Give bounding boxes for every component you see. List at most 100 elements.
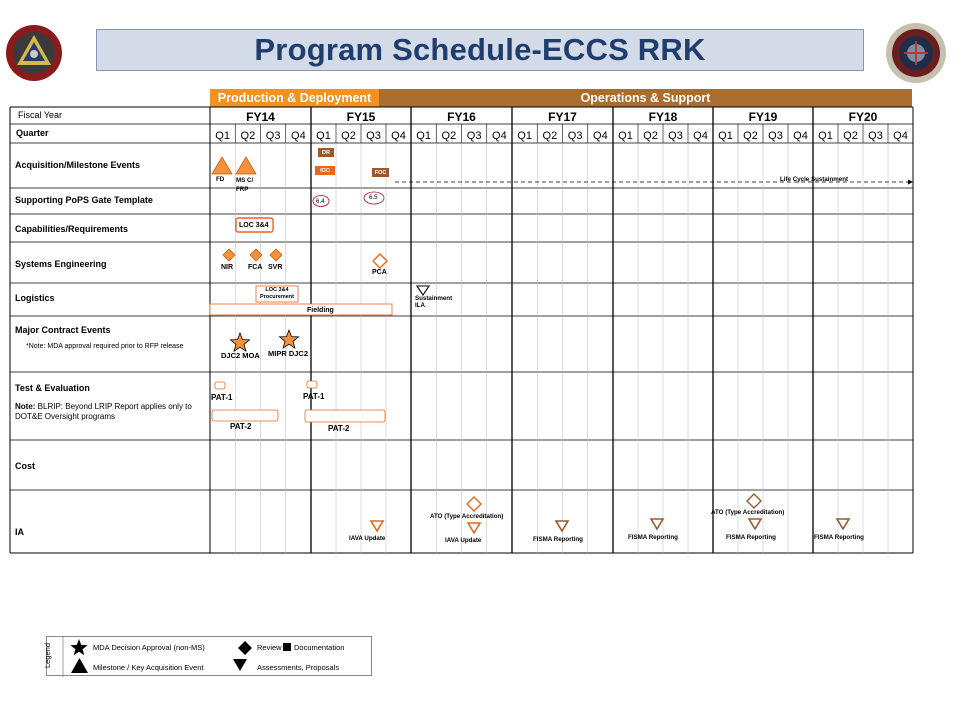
fiscal-year-label: FY15 xyxy=(347,110,376,124)
legend-review-label: Review xyxy=(257,643,282,652)
te-note-prefix: Note: xyxy=(15,402,36,411)
loc-procurement-label: LOC 3&4 Procurement xyxy=(260,287,294,300)
loc-procurement-box xyxy=(255,285,299,303)
ato-diamond-fy19 xyxy=(746,493,762,509)
fiscal-year-label: FY14 xyxy=(246,110,275,124)
life-cycle-sustainment-label: Life Cycle Sustainment xyxy=(780,176,849,183)
svr-label: SVR xyxy=(268,264,283,271)
djc2-moa-label: DJC2 MOA xyxy=(221,351,260,360)
row-label-quarter: Quarter xyxy=(16,128,49,138)
quarter-label: Q1 xyxy=(316,130,331,142)
row-label-fiscal-year: Fiscal Year xyxy=(18,110,63,120)
quarter-label: Q3 xyxy=(868,130,883,142)
legend-milestone-label: Milestone / Key Acquisition Event xyxy=(93,663,204,672)
quarter-label: Q4 xyxy=(893,130,908,142)
row-label-contract: Major Contract Events xyxy=(15,325,111,335)
fiscal-year-label: FY19 xyxy=(749,110,778,124)
fca-review-diamond xyxy=(249,248,263,262)
pat-2-label-b: PAT-2 xyxy=(328,424,350,433)
fd-milestone-triangle xyxy=(211,156,233,175)
quarter-label: Q1 xyxy=(618,130,633,142)
quarter-label: Q2 xyxy=(341,130,356,142)
quarter-label: Q1 xyxy=(517,130,532,142)
quarter-label: Q2 xyxy=(643,130,658,142)
quarter-label: Q2 xyxy=(543,130,558,142)
life-cycle-arrowhead xyxy=(908,179,913,185)
iava-triangle-fy16 xyxy=(466,522,482,535)
legend-assessment-triangle-icon xyxy=(233,659,247,671)
row-label-ia: IA xyxy=(15,527,24,537)
te-note: Note: BLRIP: Beyond LRIP Report applies … xyxy=(15,402,192,421)
gate-6-4-label: 6.4 xyxy=(316,198,325,205)
sustainment-ila-triangle xyxy=(415,285,431,296)
loc-3-4-box xyxy=(235,217,274,233)
pat-1-marker-a xyxy=(214,381,226,390)
quarter-label: Q3 xyxy=(266,130,281,142)
quarter-label: Q2 xyxy=(843,130,858,142)
row-label-test-evaluation: Test & Evaluation xyxy=(15,383,90,393)
fielding-label: Fielding xyxy=(307,307,334,314)
quarter-label: Q4 xyxy=(793,130,808,142)
pat-2-label-a: PAT-2 xyxy=(230,422,252,431)
ato-label-fy16: ATO (Type Accreditation) xyxy=(430,513,504,520)
marine-corps-systems-command-logo xyxy=(6,25,62,81)
quarter-label: Q1 xyxy=(818,130,833,142)
fisma-triangle-fy20 xyxy=(835,518,851,531)
phase-production-label: Production & Deployment xyxy=(217,91,372,105)
quarter-label: Q1 xyxy=(416,130,431,142)
svr-review-diamond xyxy=(269,248,283,262)
quarter-labels: Q1 Q2 Q3 Q4 Q1 Q2 Q3 Q4 Q1 Q2 Q3 Q4 Q1 Q2 Q3 Q4 Q1 Q2 Q3 Q4… xyxy=(215,130,908,142)
quarter-label: Q4 xyxy=(593,130,608,142)
grid-lines xyxy=(9,106,914,554)
legend-symbols xyxy=(62,637,291,677)
row-label-pops: Supporting PoPS Gate Template xyxy=(15,195,153,205)
quarter-label: Q3 xyxy=(668,130,683,142)
gate-6-5-label: 6.5 xyxy=(369,194,378,201)
fielding-bar xyxy=(209,303,393,316)
fiscal-year-label: FY17 xyxy=(548,110,577,124)
fisma-triangle-fy17 xyxy=(554,520,570,533)
pca-review-diamond xyxy=(372,253,388,269)
title-banner: Program Schedule-ECCS RRK xyxy=(96,29,864,71)
gate-6-4-oval xyxy=(312,195,330,207)
ms-c-milestone-triangle xyxy=(235,156,257,175)
djc2-moa-star xyxy=(229,331,251,353)
quarter-label: Q1 xyxy=(718,130,733,142)
nir-review-diamond xyxy=(222,248,236,262)
quarter-label: Q2 xyxy=(241,130,256,142)
fisma-triangle-fy19 xyxy=(747,518,763,531)
fca-label: FCA xyxy=(248,264,263,271)
ato-label-fy19: ATO (Type Accreditation) xyxy=(711,509,785,516)
row-label-cost: Cost xyxy=(15,461,35,471)
program-office-seal-logo xyxy=(886,23,946,83)
phase-production-deployment: Production & Deployment xyxy=(210,89,379,107)
fisma-label-fy19: FISMA Reporting xyxy=(726,534,776,541)
row-label-capabilities: Capabilities/Requirements xyxy=(15,224,129,234)
dr-label: DR xyxy=(322,150,330,156)
pat-1-label-a: PAT-1 xyxy=(211,393,233,402)
ioc-doc-box xyxy=(315,166,335,175)
nir-label: NIR xyxy=(221,264,234,271)
ato-diamond-fy16 xyxy=(466,496,482,512)
fiscal-year-label: FY18 xyxy=(649,110,678,124)
legend-documentation-icon xyxy=(283,643,291,651)
legend-assessments-label: Assessments, Proposals xyxy=(257,663,340,672)
legend-box: Legend MDA Decision Approval (non-MS) Re… xyxy=(43,636,372,677)
foc-doc-box xyxy=(372,168,389,177)
legend-diamond-icon xyxy=(238,641,252,655)
row-label-logistics: Logistics xyxy=(15,293,55,303)
pat-2-bar-a xyxy=(211,409,279,422)
phase-operations-support: Operations & Support xyxy=(379,89,912,107)
sustainment-ila-label: Sustainment ILA xyxy=(415,295,453,309)
pca-label: PCA xyxy=(372,269,387,276)
fd-label: FD xyxy=(216,176,225,183)
pat-2-bar-b xyxy=(304,409,386,423)
iava-label-fy16: IAVA Update xyxy=(445,537,482,544)
legend-milestone-triangle-icon xyxy=(71,658,88,673)
ms-c-label: MS C/ FRP xyxy=(236,177,254,193)
quarter-label: Q3 xyxy=(768,130,783,142)
quarter-label: Q2 xyxy=(743,130,758,142)
foc-label: FOC xyxy=(374,170,387,176)
quarter-label: Q3 xyxy=(467,130,482,142)
